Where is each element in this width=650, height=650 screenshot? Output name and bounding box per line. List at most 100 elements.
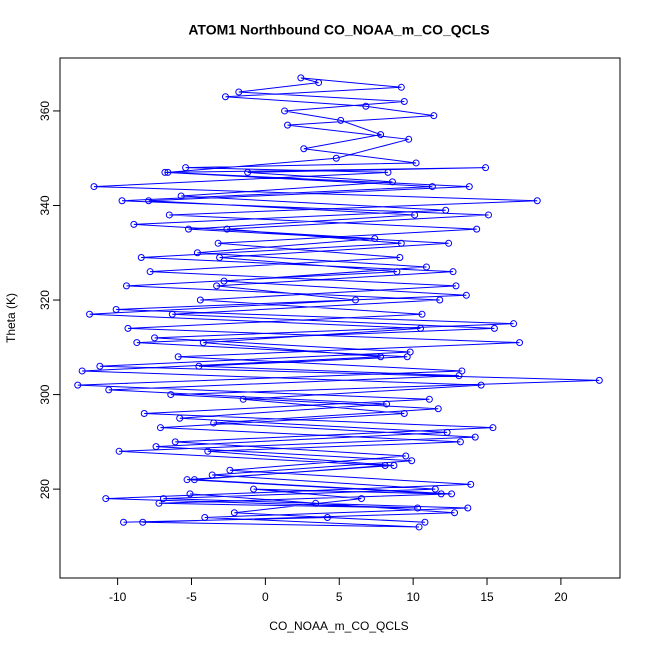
data-point: [455, 372, 463, 380]
data-point: [193, 249, 201, 257]
data-point: [473, 225, 481, 233]
y-tick-label: 280: [38, 479, 52, 499]
data-point: [482, 164, 490, 172]
data-point: [397, 83, 405, 91]
data-point: [510, 320, 518, 328]
x-axis-label: CO_NOAA_m_CO_QCLS: [269, 619, 408, 633]
data-point: [130, 220, 138, 228]
x-tick-label: 15: [480, 590, 494, 604]
data-point: [362, 102, 370, 110]
data-point: [422, 263, 430, 271]
data-point: [332, 154, 340, 162]
data-point: [235, 88, 243, 96]
data-point: [467, 480, 475, 488]
data-point: [414, 504, 422, 512]
data-point: [595, 376, 603, 384]
data-point: [204, 447, 212, 455]
data-point: [443, 428, 451, 436]
data-point: [90, 183, 98, 191]
data-point: [357, 495, 365, 503]
y-tick-label: 340: [38, 195, 52, 215]
data-point: [105, 386, 113, 394]
data-point: [137, 253, 145, 261]
data-point: [323, 513, 331, 521]
data-point: [118, 197, 126, 205]
data-point: [190, 476, 198, 484]
data-point: [516, 339, 524, 347]
data-point: [155, 499, 163, 507]
data-point: [186, 490, 194, 498]
data-point: [102, 495, 110, 503]
data-point: [214, 239, 222, 247]
data-point: [213, 282, 221, 290]
data-point: [146, 268, 154, 276]
data-point: [168, 310, 176, 318]
data-point: [471, 433, 479, 441]
x-tick-label: 20: [554, 590, 568, 604]
data-point: [195, 362, 203, 370]
data-point: [490, 324, 498, 332]
data-point: [216, 253, 224, 261]
data-point: [390, 461, 398, 469]
data-point: [223, 225, 231, 233]
data-point: [133, 339, 141, 347]
y-axis-label: Theta (K): [4, 293, 18, 343]
x-tick-label: -10: [109, 590, 127, 604]
data-point: [381, 461, 389, 469]
data-point: [402, 452, 410, 460]
data-point: [281, 107, 289, 115]
data-point: [226, 466, 234, 474]
data-point: [165, 211, 173, 219]
data-line: [77, 77, 600, 528]
data-point: [442, 206, 450, 214]
data-point: [139, 518, 147, 526]
data-point: [352, 296, 360, 304]
data-point: [418, 310, 426, 318]
data-point: [164, 168, 172, 176]
data-point: [489, 424, 497, 432]
data-point: [161, 168, 169, 176]
data-point: [377, 131, 385, 139]
data-point: [415, 523, 423, 531]
data-point: [412, 159, 420, 167]
data-point: [185, 225, 193, 233]
data-point: [393, 268, 401, 276]
data-point: [449, 268, 457, 276]
plot-frame: [59, 57, 621, 579]
data-point: [78, 367, 86, 375]
data-point: [337, 116, 345, 124]
data-point: [417, 324, 425, 332]
data-point: [124, 324, 132, 332]
data-point: [421, 518, 429, 526]
data-point: [430, 112, 438, 120]
data-point: [284, 121, 292, 129]
data-point: [477, 381, 485, 389]
y-tick-label: 320: [38, 290, 52, 310]
data-point: [300, 145, 308, 153]
data-point: [405, 135, 413, 143]
data-point: [201, 513, 209, 521]
data-point: [464, 504, 472, 512]
data-point: [434, 405, 442, 413]
data-point: [177, 192, 185, 200]
y-tick-label: 300: [38, 384, 52, 404]
data-point: [176, 414, 184, 422]
data-point: [122, 282, 130, 290]
data-point: [220, 277, 228, 285]
data-point: [452, 282, 460, 290]
data-point: [115, 447, 123, 455]
data-point: [445, 239, 453, 247]
data-point: [315, 79, 323, 87]
data-point: [250, 485, 258, 493]
data-point: [396, 253, 404, 261]
data-point: [239, 395, 247, 403]
data-point: [221, 93, 229, 101]
data-point: [456, 438, 464, 446]
data-point: [167, 391, 175, 399]
data-point: [400, 97, 408, 105]
data-point: [397, 239, 405, 247]
data-point: [199, 339, 207, 347]
data-point: [388, 178, 396, 186]
data-point: [159, 495, 167, 503]
data-point: [74, 381, 82, 389]
